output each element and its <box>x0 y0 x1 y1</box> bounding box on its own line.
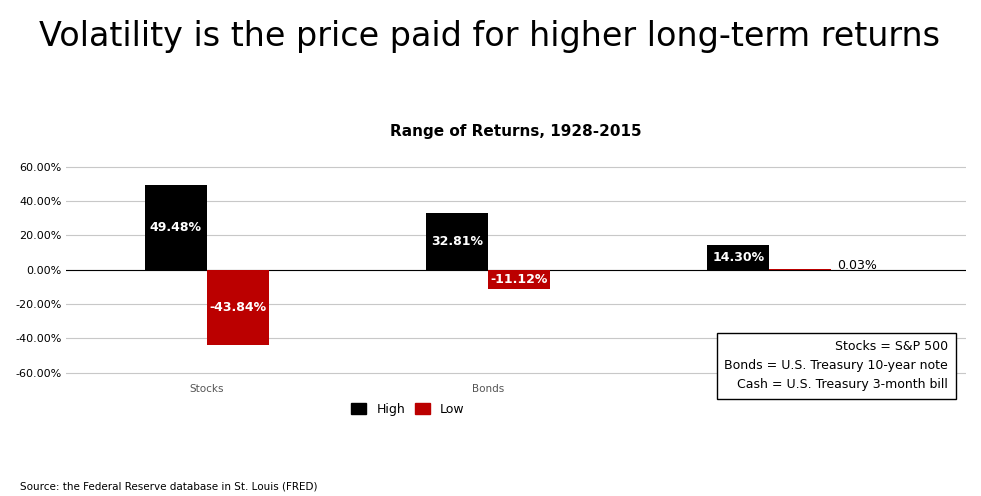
Legend: High, Low: High, Low <box>346 397 470 421</box>
Title: Range of Returns, 1928-2015: Range of Returns, 1928-2015 <box>390 124 642 139</box>
Bar <box>488 269 550 289</box>
Text: -43.84%: -43.84% <box>209 301 266 313</box>
Text: Volatility is the price paid for higher long-term returns: Volatility is the price paid for higher … <box>39 20 940 53</box>
Text: Stocks = S&P 500
Bonds = U.S. Treasury 10-year note
Cash = U.S. Treasury 3-month: Stocks = S&P 500 Bonds = U.S. Treasury 1… <box>724 340 948 391</box>
Text: 32.81%: 32.81% <box>431 235 483 248</box>
Bar <box>145 185 207 269</box>
Bar <box>707 245 769 269</box>
Text: 14.30%: 14.30% <box>712 251 764 264</box>
Text: 49.48%: 49.48% <box>150 221 202 234</box>
Text: Source: the Federal Reserve database in St. Louis (FRED): Source: the Federal Reserve database in … <box>20 481 317 491</box>
Bar <box>207 269 269 345</box>
Bar <box>426 213 488 269</box>
Text: 0.03%: 0.03% <box>837 259 877 272</box>
Text: -11.12%: -11.12% <box>490 273 547 286</box>
